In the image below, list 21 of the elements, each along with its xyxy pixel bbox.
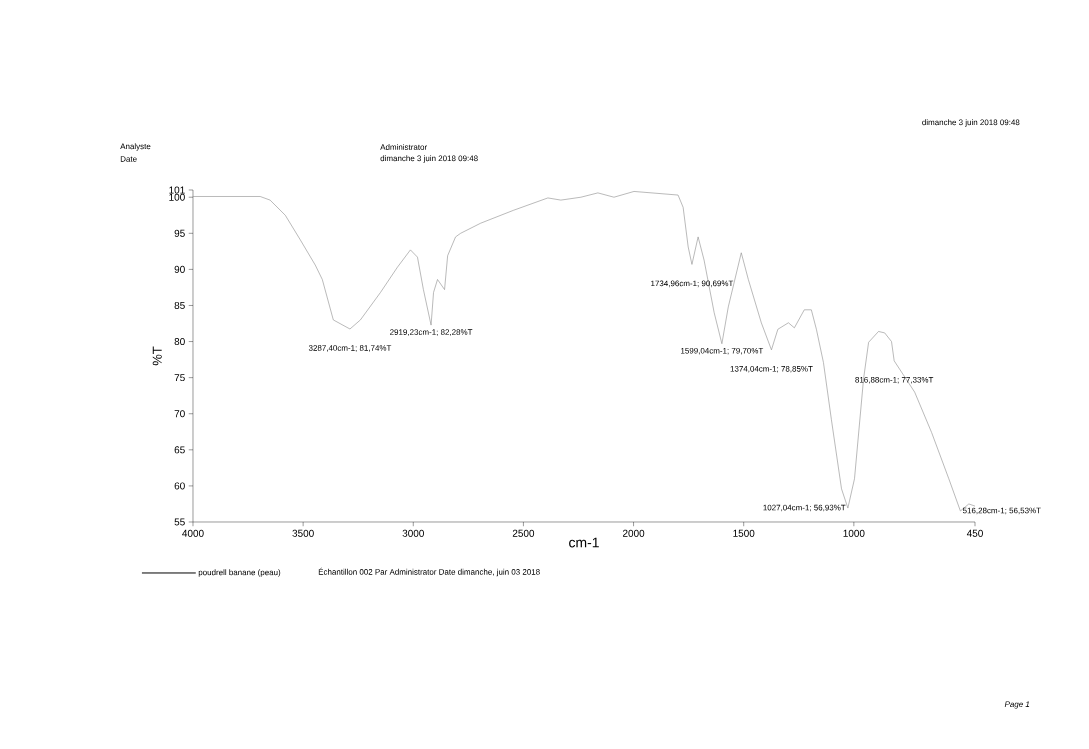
x-tick-label: 2500 — [512, 529, 535, 537]
y-tick-label: 85 — [174, 301, 185, 309]
y-tick-label: 100 — [169, 193, 185, 201]
y-tick-label: 65 — [174, 446, 185, 454]
y-tick-label: 55 — [174, 518, 185, 526]
x-tick-label: 4000 — [182, 529, 204, 537]
y-axis-title: %T — [152, 346, 162, 366]
x-tick-label: 2000 — [622, 529, 645, 537]
y-tick-label: 101 — [169, 186, 185, 194]
y-tick-label: 80 — [174, 338, 185, 346]
x-tick-label: 450 — [966, 529, 983, 537]
x-tick-label: 1000 — [843, 529, 865, 537]
x-tick-label: 1500 — [733, 529, 755, 537]
x-tick-label: 3500 — [292, 529, 314, 537]
y-tick-label: 90 — [174, 265, 185, 273]
y-tick-label: 70 — [174, 410, 185, 418]
x-tick-label: 3000 — [402, 529, 424, 537]
x-axis-title: cm-1 — [569, 537, 599, 548]
y-tick-label: 75 — [174, 374, 185, 382]
y-tick-label: 60 — [174, 482, 185, 490]
y-tick-label: 95 — [174, 229, 185, 237]
